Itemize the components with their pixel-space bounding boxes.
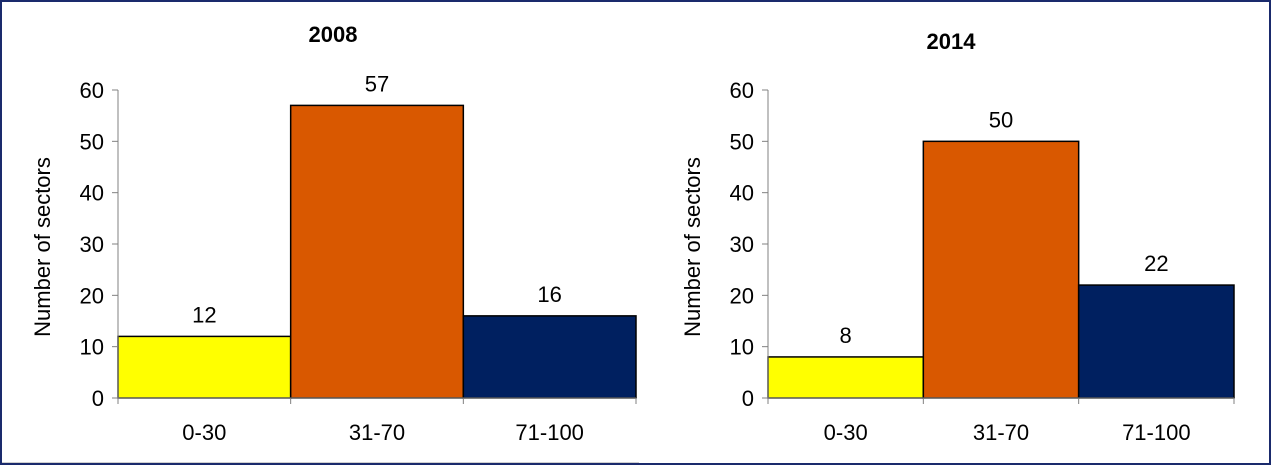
y-tick-label: 10 [80, 335, 104, 360]
y-tick-label: 50 [80, 129, 104, 154]
y-axis-title: Number of sectors [680, 157, 705, 337]
y-tick-label: 30 [730, 232, 754, 257]
data-label: 12 [192, 302, 216, 327]
y-tick-label: 10 [730, 335, 754, 360]
x-tick-label: 31-70 [349, 420, 405, 445]
bar-0-30 [117, 335, 292, 399]
y-tick-label: 20 [80, 283, 104, 308]
y-tick-label: 60 [80, 78, 104, 103]
y-tick-label: 50 [730, 129, 754, 154]
chart-title: 2008 [309, 22, 358, 47]
x-tick-label: 0-30 [824, 420, 868, 445]
y-axis-title: Number of sectors [30, 157, 55, 337]
bar-31-70 [289, 104, 465, 399]
chart-2008: 2008 Number of sectors 12 0-30 57 31-70 16 71… [30, 22, 637, 445]
data-label: 50 [989, 107, 1013, 132]
chart-2014: 2014 Number of sectors 8 0-30 50 31-70 22 71-… [680, 29, 1235, 445]
x-tick-label: 71-100 [515, 420, 584, 445]
y-tick-label: 40 [80, 181, 104, 206]
bar-71-100 [1077, 284, 1235, 399]
data-label: 8 [840, 323, 852, 348]
bar-71-100 [462, 315, 637, 399]
y-tick-label: 40 [730, 181, 754, 206]
y-tick-label: 0 [92, 386, 104, 411]
y-tick-label: 20 [730, 283, 754, 308]
y-tick-label: 60 [730, 78, 754, 103]
bar-31-70 [922, 140, 1080, 399]
x-tick-label: 0-30 [182, 420, 226, 445]
y-tick-label: 0 [742, 386, 754, 411]
x-tick-label: 71-100 [1122, 420, 1191, 445]
data-label: 22 [1144, 251, 1168, 276]
y-tick-label: 30 [80, 232, 104, 257]
chart-title: 2014 [927, 29, 977, 54]
data-label: 16 [537, 282, 561, 307]
x-tick-label: 31-70 [973, 420, 1029, 445]
bottom-divider [2, 462, 639, 463]
data-label: 57 [365, 71, 389, 96]
bar-0-30 [767, 356, 925, 399]
